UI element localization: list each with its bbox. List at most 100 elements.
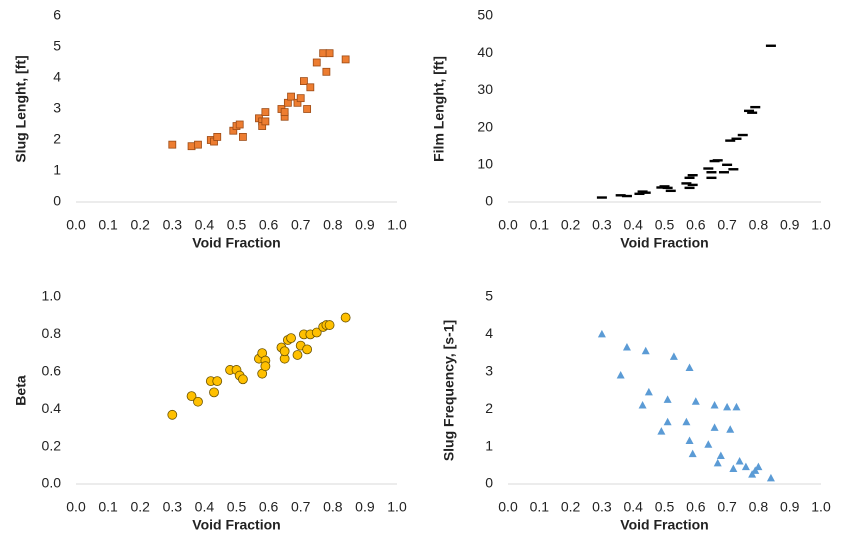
point: [340, 312, 351, 323]
point: [684, 176, 695, 180]
point: [710, 400, 719, 409]
point: [725, 139, 736, 142]
point: [168, 140, 177, 149]
x-tick-label: 0.4: [623, 499, 643, 515]
x-tick-label: 0.5: [227, 499, 247, 515]
x-tick-label: 1.0: [387, 499, 407, 515]
y-tick-label: 0.2: [42, 437, 62, 453]
x-tick-label: 0.6: [686, 217, 706, 233]
x-tick-label: 0.2: [561, 499, 581, 515]
point: [754, 462, 763, 471]
point: [322, 67, 331, 76]
point: [687, 183, 698, 187]
point: [324, 320, 335, 330]
y-tick-label: 0: [53, 193, 61, 209]
x-tick-label: 0.4: [623, 217, 643, 233]
point: [300, 77, 308, 85]
point: [621, 194, 632, 198]
point: [615, 194, 626, 197]
point: [735, 457, 744, 465]
x-tick-label: 0.3: [592, 217, 612, 233]
point: [732, 402, 741, 411]
x-tick-label: 0.4: [195, 217, 215, 233]
point: [312, 58, 321, 67]
point: [311, 327, 322, 338]
point: [280, 108, 289, 116]
point: [716, 451, 725, 459]
point: [682, 417, 691, 426]
x-tick-label: 1.0: [811, 217, 831, 233]
x-tick-label: 0.3: [163, 499, 183, 515]
y-tick-label: 1.0: [42, 288, 62, 304]
y-tick-label: 4: [53, 69, 61, 85]
point: [691, 397, 700, 405]
point: [261, 108, 270, 116]
point: [187, 142, 196, 151]
point: [186, 391, 197, 402]
point: [659, 185, 670, 188]
y-axis-title: Slug Frequency, [s-1]: [441, 320, 457, 461]
x-tick-label: 0.2: [561, 217, 581, 233]
x-tick-label: 0.8: [323, 217, 343, 233]
point: [319, 49, 328, 58]
x-tick-label: 0.3: [592, 499, 612, 515]
point: [260, 361, 271, 372]
point: [681, 182, 692, 185]
point: [703, 167, 714, 170]
x-axis-title: Void Fraction: [192, 517, 280, 533]
point: [261, 117, 270, 126]
point: [662, 186, 673, 190]
y-tick-label: 40: [477, 44, 493, 60]
point: [712, 159, 723, 162]
x-tick-label: 1.0: [387, 217, 407, 233]
point: [209, 387, 219, 398]
point: [665, 189, 676, 193]
point: [706, 176, 717, 180]
y-tick-label: 0.4: [42, 400, 62, 416]
y-tick-label: 5: [53, 38, 61, 54]
point: [722, 163, 733, 166]
x-tick-label: 0.1: [98, 499, 118, 515]
y-axis-title: Slug Lenght, [ft]: [13, 55, 29, 162]
point: [710, 423, 719, 431]
point: [737, 133, 748, 137]
point: [729, 464, 738, 473]
point: [663, 395, 672, 403]
point: [706, 171, 717, 174]
x-axis-title: Void Fraction: [620, 235, 708, 251]
point: [616, 371, 625, 379]
y-tick-label: 3: [53, 100, 61, 116]
x-tick-label: 0.7: [291, 499, 311, 515]
y-tick-label: 0.8: [42, 325, 62, 341]
point: [302, 344, 313, 355]
y-tick-label: 4: [485, 325, 493, 341]
x-tick-label: 0.5: [655, 217, 675, 233]
y-tick-label: 50: [477, 7, 493, 23]
x-tick-label: 0.9: [780, 499, 800, 515]
x-tick-label: 0.0: [498, 217, 518, 233]
x-axis-title: Void Fraction: [192, 235, 280, 251]
point: [622, 342, 631, 351]
point: [744, 109, 755, 113]
y-tick-label: 2: [485, 400, 493, 416]
y-tick-label: 5: [485, 288, 493, 304]
point: [597, 329, 606, 338]
point: [303, 105, 312, 113]
point: [687, 174, 698, 177]
point: [657, 427, 666, 435]
point: [750, 105, 761, 109]
point: [723, 402, 732, 411]
x-tick-label: 0.6: [686, 499, 706, 515]
x-tick-label: 0.0: [66, 217, 86, 233]
point: [296, 94, 305, 103]
y-tick-label: 0: [485, 475, 493, 491]
y-tick-label: 0.6: [42, 363, 62, 379]
x-tick-label: 0.1: [530, 499, 550, 515]
y-tick-label: 30: [477, 81, 493, 97]
y-tick-label: 2: [53, 131, 61, 147]
point: [287, 92, 295, 101]
x-tick-label: 0.7: [291, 217, 311, 233]
point: [726, 425, 735, 433]
